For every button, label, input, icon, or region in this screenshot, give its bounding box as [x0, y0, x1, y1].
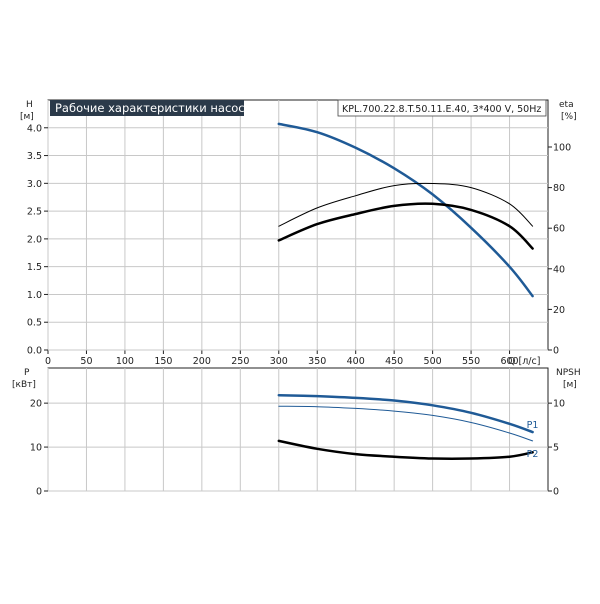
x-axis-label: Q [л/с]	[508, 356, 540, 367]
x-tick-label: 0	[45, 356, 51, 367]
y2-tick-label: 60	[553, 224, 565, 235]
p-tick-label: 20	[30, 399, 42, 410]
chart-title-box	[50, 100, 244, 116]
npsh-tick-label: 10	[553, 399, 565, 410]
x-tick-label: 600	[500, 356, 518, 367]
x-tick-label: 400	[347, 356, 365, 367]
y-tick-label: 4.0	[27, 123, 42, 134]
p-tick-label: 0	[36, 487, 42, 498]
y-tick-label: 2.0	[27, 234, 42, 245]
p-axis-unit: [кВт]	[12, 380, 36, 390]
y-tick-label: 3.0	[27, 179, 42, 190]
y-axis-unit: [м]	[20, 112, 34, 122]
npsh-tick-label: 5	[553, 443, 559, 454]
y2-tick-label: 0	[553, 346, 559, 357]
top-plot-frame	[47, 99, 549, 351]
y-tick-label: 0.5	[27, 318, 42, 329]
efficiency-curve-thick	[277, 202, 534, 250]
p1-curve	[277, 393, 534, 434]
x-tick-label: 300	[270, 356, 288, 367]
npsh-axis-unit: [м]	[563, 380, 577, 390]
y-tick-label: 1.0	[27, 290, 42, 301]
bottom-plot-frame	[47, 367, 549, 492]
y-tick-label: 0.0	[27, 346, 42, 357]
x-tick-label: 550	[462, 356, 480, 367]
model-label: KPL.700.22.8.T.50.11.E.40, 3*400 V, 50Hz	[342, 104, 541, 115]
p-axis-label: P	[24, 368, 30, 378]
x-tick-label: 200	[193, 356, 211, 367]
y2-tick-label: 40	[553, 264, 565, 275]
y-tick-label: 2.5	[27, 207, 42, 218]
x-tick-label: 350	[308, 356, 326, 367]
y-tick-label: 1.5	[27, 262, 42, 273]
p2-label: P2	[527, 449, 539, 460]
x-tick-label: 250	[231, 356, 249, 367]
p2-curve	[278, 405, 534, 442]
y2-tick-label: 100	[553, 143, 571, 154]
npsh-curve	[277, 439, 534, 460]
p1-label: P1	[527, 420, 539, 431]
x-tick-label: 500	[424, 356, 442, 367]
head-curve	[277, 122, 534, 298]
y2-axis-label: eta	[559, 100, 574, 110]
npsh-axis-label: NPSH	[556, 368, 581, 378]
npsh-tick-label: 0	[553, 487, 559, 498]
efficiency-curve-thin	[278, 182, 534, 227]
p-tick-label: 10	[30, 443, 42, 454]
x-tick-label: 450	[385, 356, 403, 367]
model-box	[337, 99, 547, 117]
y2-axis-unit: [%]	[561, 112, 577, 122]
x-tick-label: 150	[154, 356, 172, 367]
y-tick-label: 3.5	[27, 151, 42, 162]
x-tick-label: 50	[80, 356, 92, 367]
chart-title: Рабочие характеристики насоса	[55, 101, 252, 115]
y-axis-label: H	[26, 100, 33, 110]
y2-tick-label: 80	[553, 183, 565, 194]
x-tick-label: 100	[116, 356, 134, 367]
y2-tick-label: 20	[553, 305, 565, 316]
